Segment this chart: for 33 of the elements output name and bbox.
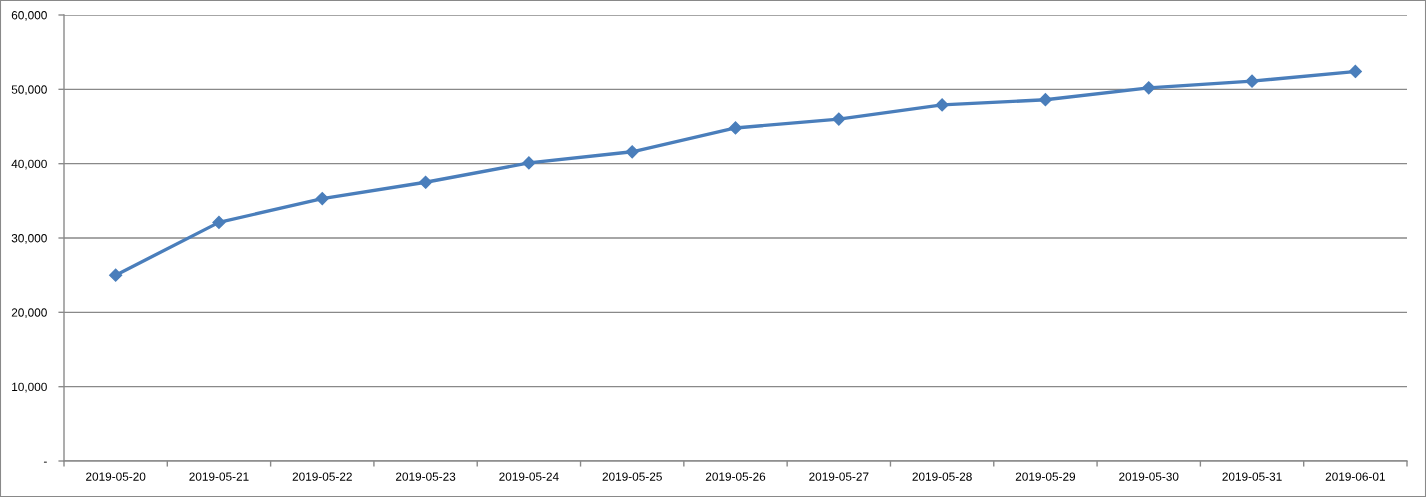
x-tick-label: 2019-05-24 xyxy=(499,472,559,481)
y-tick-label: 20,000 xyxy=(11,308,47,319)
point xyxy=(935,98,949,112)
x-tick-label: 2019-05-29 xyxy=(1015,472,1076,481)
point xyxy=(1038,93,1053,107)
point xyxy=(315,192,329,206)
x-tick-label: 2019-05-23 xyxy=(395,472,456,481)
point xyxy=(418,175,433,189)
x-tick-label: 2019-05-22 xyxy=(292,472,352,481)
x-tick-label: 2019-05-30 xyxy=(1119,472,1179,481)
y-tick-label: 60,000 xyxy=(11,11,47,21)
point xyxy=(1245,74,1259,88)
x-tick-label: 2019-05-21 xyxy=(189,472,249,481)
point xyxy=(522,156,536,170)
point xyxy=(625,145,639,159)
y-tick-label: 50,000 xyxy=(11,85,47,96)
y-tick-label: 40,000 xyxy=(11,159,47,170)
point xyxy=(109,268,123,282)
x-tick-label: 2019-05-31 xyxy=(1222,472,1282,481)
x-tick-label: 2019-06-01 xyxy=(1325,472,1385,481)
y-tick-label: 30,000 xyxy=(11,234,47,244)
point xyxy=(728,121,743,135)
point xyxy=(1142,81,1156,95)
point xyxy=(832,112,846,126)
x-tick-label: 2019-05-26 xyxy=(705,472,766,481)
x-tick-label: 2019-05-27 xyxy=(809,472,869,481)
y-tick-label: - xyxy=(43,461,47,463)
y-tick-label: 10,000 xyxy=(12,382,47,393)
point xyxy=(1348,64,1362,79)
x-tick-label: 2019-05-20 xyxy=(86,472,146,481)
point xyxy=(212,215,226,229)
x-tick-label: 2019-05-28 xyxy=(912,472,972,481)
x-tick-label: 2019-05-25 xyxy=(602,472,662,481)
